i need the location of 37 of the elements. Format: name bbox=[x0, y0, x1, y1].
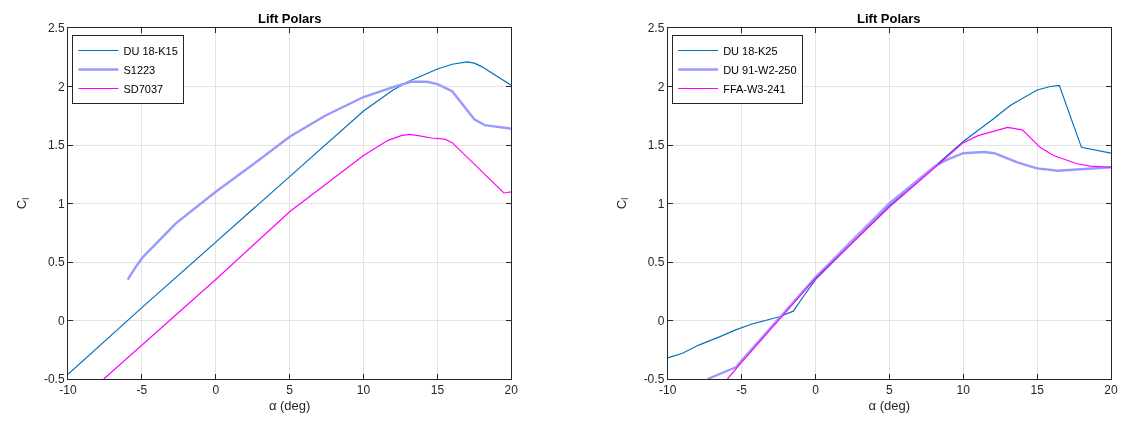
chart-title: Lift Polars bbox=[857, 11, 921, 26]
x-tick-label: 10 bbox=[956, 383, 971, 398]
legend-label: S1223 bbox=[123, 63, 156, 76]
y-tick-label: 0.5 bbox=[647, 255, 665, 270]
x-tick-label: 20 bbox=[504, 383, 519, 398]
legend-label: DU 91-W2-250 bbox=[723, 63, 797, 76]
chart-title: Lift Polars bbox=[258, 11, 322, 26]
y-tick-label: 1.5 bbox=[47, 138, 65, 153]
y-tick-label: 0 bbox=[657, 313, 665, 328]
legend-label: SD7037 bbox=[123, 82, 164, 95]
x-tick-label: 10 bbox=[356, 383, 371, 398]
y-tick-label: 2 bbox=[657, 79, 665, 94]
legend-label: FFA-W3-241 bbox=[723, 82, 786, 95]
x-tick-label: 15 bbox=[430, 383, 445, 398]
line-series bbox=[103, 133, 512, 379]
y-tick-label: 0.5 bbox=[47, 255, 65, 270]
line-series bbox=[126, 80, 512, 281]
x-axis-title: α (deg) bbox=[868, 398, 911, 413]
y-tick-label: 2 bbox=[57, 79, 65, 94]
x-tick-label: 15 bbox=[1030, 383, 1045, 398]
y-tick-label: 1.5 bbox=[647, 138, 665, 153]
y-tick-label: 2.5 bbox=[47, 21, 65, 36]
x-tick-label: 0 bbox=[212, 383, 220, 398]
x-tick-label: -5 bbox=[736, 383, 748, 398]
y-tick-label: 1 bbox=[57, 196, 65, 211]
x-tick-label: 20 bbox=[1104, 383, 1118, 398]
y-tick-label: 1 bbox=[657, 196, 665, 211]
line-series bbox=[68, 61, 512, 375]
legend-label: DU 18-K15 bbox=[123, 44, 178, 57]
y-tick-label: 0 bbox=[57, 313, 65, 328]
x-tick-label: 5 bbox=[286, 383, 294, 398]
x-tick-label: -5 bbox=[136, 383, 148, 398]
x-tick-label: 0 bbox=[812, 383, 820, 398]
legend-label: DU 18-K25 bbox=[723, 44, 778, 57]
y-tick-label: 2.5 bbox=[647, 21, 665, 36]
x-axis-title: α (deg) bbox=[268, 398, 311, 413]
x-tick-label: 5 bbox=[886, 383, 894, 398]
